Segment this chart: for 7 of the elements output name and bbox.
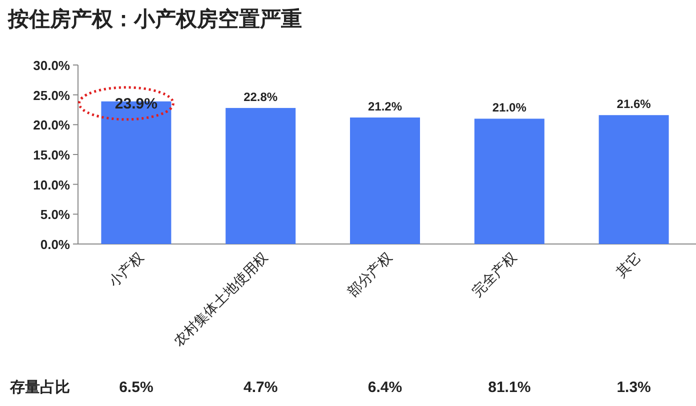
annotation: 存量占比 xyxy=(10,379,70,396)
annotation: 1.3% xyxy=(616,379,651,396)
annotation: 4.7% xyxy=(244,379,278,396)
annotation: 81.1% xyxy=(488,379,531,396)
title: 按住房产权：小产权房空置严重 xyxy=(8,6,302,31)
annotation: 6.4% xyxy=(368,379,402,396)
annotation: 6.5% xyxy=(119,379,154,396)
